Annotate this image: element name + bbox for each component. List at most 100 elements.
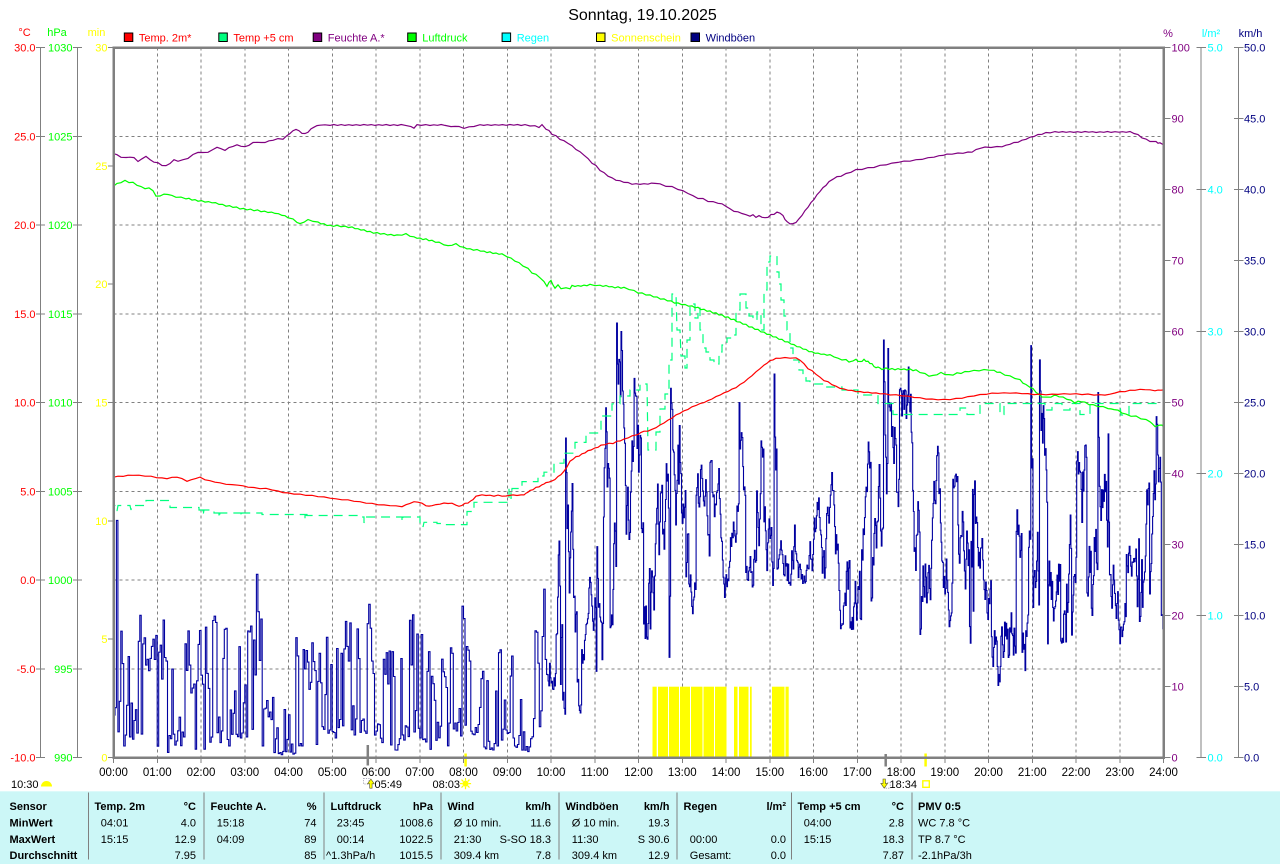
svg-text:309.4 km: 309.4 km [572,850,617,862]
svg-text:89: 89 [304,834,316,846]
svg-text:309.4 km: 309.4 km [454,850,499,862]
svg-text:-10.0: -10.0 [10,753,35,765]
svg-text:WC 7.8 °C: WC 7.8 °C [918,818,970,830]
svg-text:01:00: 01:00 [143,767,172,779]
svg-text:15.0: 15.0 [1244,540,1265,552]
svg-text:Temp. 2m*: Temp. 2m* [139,33,192,45]
svg-text:Ø 10 min.: Ø 10 min. [454,818,502,830]
svg-text:22:00: 22:00 [1062,767,1091,779]
svg-text:02:00: 02:00 [187,767,216,779]
svg-text:85: 85 [304,850,316,862]
svg-text:Wind: Wind [448,801,475,813]
svg-text:1025: 1025 [48,131,72,143]
svg-text:12.9: 12.9 [175,834,196,846]
svg-text:Feuchte A.: Feuchte A. [211,801,267,813]
svg-text:S 30.6: S 30.6 [638,834,670,846]
svg-text:11:00: 11:00 [581,767,609,779]
svg-text:18:00: 18:00 [887,767,916,779]
svg-text:16:00: 16:00 [799,767,828,779]
svg-text:1022.5: 1022.5 [399,834,433,846]
svg-text:12.9: 12.9 [648,850,669,862]
svg-text:Durchschnitt: Durchschnitt [10,850,78,862]
svg-text:90: 90 [1172,114,1184,126]
svg-text:04:01: 04:01 [101,818,129,830]
svg-text:04:00: 04:00 [274,767,303,779]
svg-text:30.0: 30.0 [14,43,35,55]
svg-text:15:00: 15:00 [755,767,784,779]
svg-text:50: 50 [1172,398,1184,410]
svg-text:hPa: hPa [47,27,67,39]
svg-text:15:18: 15:18 [217,818,245,830]
svg-text:°C: °C [184,801,196,813]
svg-text:04:00: 04:00 [804,818,832,830]
svg-text:2.8: 2.8 [889,818,904,830]
svg-text:l/m²: l/m² [1202,28,1221,40]
svg-text:11:30: 11:30 [572,834,599,846]
svg-text:^1.3hPa/h: ^1.3hPa/h [326,850,375,862]
svg-text:05:49: 05:49 [375,779,403,791]
svg-text:25.0: 25.0 [14,131,35,143]
svg-text:Ø 10 min.: Ø 10 min. [572,818,620,830]
svg-text:08:00: 08:00 [449,767,478,779]
svg-text:0.0: 0.0 [1244,753,1259,765]
svg-text:-5.0: -5.0 [17,664,36,676]
svg-text:10: 10 [1172,682,1184,694]
svg-text:TP 8.7 °C: TP 8.7 °C [918,834,966,846]
svg-text:1030: 1030 [48,43,72,55]
svg-text:25.0: 25.0 [1244,398,1265,410]
svg-text:00:14: 00:14 [337,834,365,846]
svg-text:1015.5: 1015.5 [399,850,433,862]
svg-text:7.8: 7.8 [536,850,551,862]
svg-text:15:15: 15:15 [101,834,129,846]
svg-text:14:00: 14:00 [712,767,741,779]
svg-text:1000: 1000 [48,575,72,587]
svg-text:°C: °C [892,801,904,813]
svg-text:Windböen: Windböen [706,33,756,45]
svg-text:995: 995 [54,664,72,676]
svg-text:45.0: 45.0 [1244,114,1265,126]
svg-text:15:15: 15:15 [804,834,832,846]
svg-text:hPa: hPa [413,801,434,813]
svg-text:19.3: 19.3 [648,818,669,830]
svg-text:04:09: 04:09 [217,834,245,846]
svg-text:20: 20 [95,279,107,291]
svg-text:Feuchte A.*: Feuchte A.* [328,33,386,45]
svg-text:7.95: 7.95 [175,850,196,862]
svg-text:0.0: 0.0 [771,834,786,846]
svg-text:20.0: 20.0 [1244,469,1265,481]
svg-text:10:30: 10:30 [11,779,39,791]
svg-text:15.0: 15.0 [14,309,35,321]
svg-text:30.0: 30.0 [1244,327,1265,339]
svg-text:15: 15 [95,398,107,410]
svg-text:07:00: 07:00 [405,767,434,779]
svg-text:PMV 0:5: PMV 0:5 [918,801,961,813]
svg-text:5.0: 5.0 [1244,682,1259,694]
svg-text:08:03: 08:03 [433,779,461,791]
svg-text:00:00: 00:00 [690,834,718,846]
svg-text:5: 5 [101,634,107,646]
svg-text:30: 30 [1172,540,1184,552]
svg-text:Luftdruck: Luftdruck [422,33,468,45]
svg-text:00:00: 00:00 [99,767,128,779]
svg-text:12:00: 12:00 [624,767,653,779]
svg-text:Temp +5 cm: Temp +5 cm [233,33,293,45]
svg-text:MinWert: MinWert [10,818,54,830]
svg-text:Temp. 2m: Temp. 2m [95,801,146,813]
svg-text:40.0: 40.0 [1244,185,1265,197]
svg-text:03:00: 03:00 [230,767,259,779]
svg-text:Sonnenschein: Sonnenschein [611,33,681,45]
svg-text:min: min [88,27,106,39]
svg-text:-2.1hPa/3h: -2.1hPa/3h [918,850,972,862]
svg-text:1010: 1010 [48,398,72,410]
svg-text:06:00: 06:00 [362,767,391,779]
svg-text:13:00: 13:00 [668,767,697,779]
svg-text:0: 0 [101,753,107,765]
svg-text:11.6: 11.6 [530,818,551,830]
svg-text:Temp +5 cm: Temp +5 cm [798,801,861,813]
svg-text:km/h: km/h [1239,28,1263,40]
svg-text:°C: °C [18,27,30,39]
svg-text:25: 25 [95,161,107,173]
svg-text:%: % [307,801,317,813]
svg-text:10.0: 10.0 [1244,611,1265,623]
svg-text:1.0: 1.0 [1208,611,1223,623]
